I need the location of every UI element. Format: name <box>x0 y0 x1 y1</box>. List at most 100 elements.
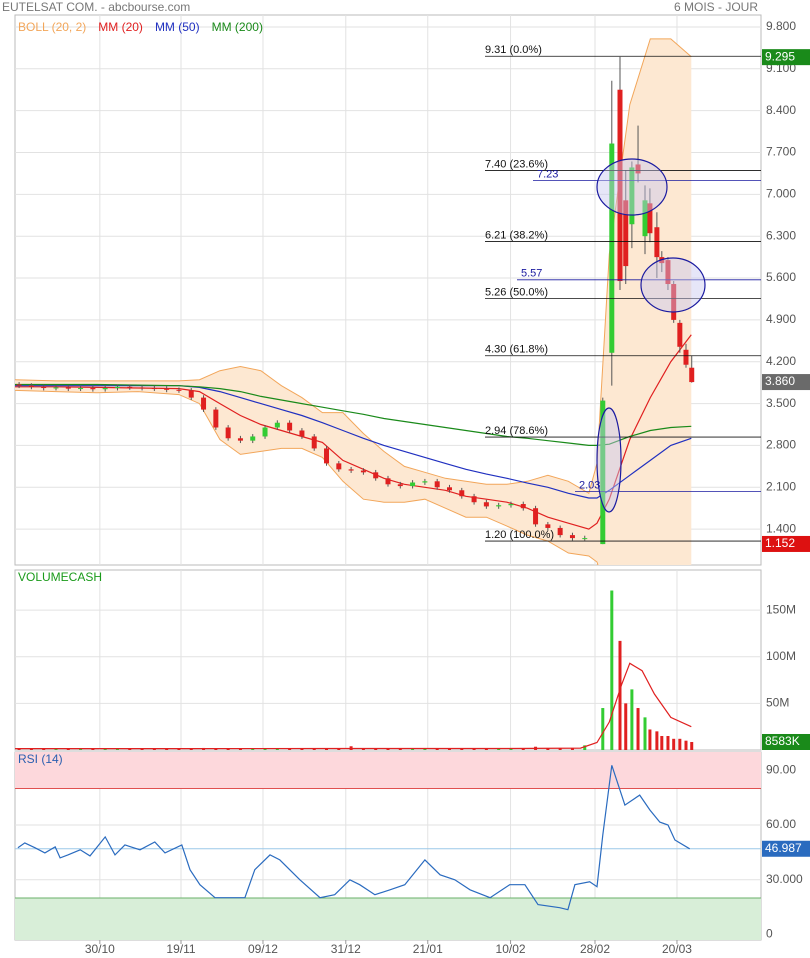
volume-bar <box>91 748 95 750</box>
y-tick-label: 6.300 <box>766 228 796 242</box>
level-label: 5.57 <box>521 268 542 280</box>
candle-body <box>90 388 96 390</box>
candle-body <box>28 385 34 387</box>
plot-area <box>15 752 761 940</box>
volume-bar <box>521 748 525 750</box>
annotations <box>596 158 706 513</box>
volume-bar <box>435 748 439 750</box>
volume-bar <box>546 748 550 750</box>
candle-body <box>459 490 465 497</box>
candle-body <box>422 481 428 483</box>
y-tick-label: 3.500 <box>766 396 796 410</box>
price-marker-label: 9.295 <box>765 49 795 63</box>
candle-body <box>533 508 539 525</box>
volume-bar <box>374 748 378 750</box>
volume-bar <box>643 717 647 750</box>
volume-bar <box>684 740 688 750</box>
volume-bar <box>484 748 488 750</box>
volume-bar <box>666 736 670 750</box>
candle-body <box>385 478 391 485</box>
volume-bar <box>558 748 562 750</box>
volume-bar <box>42 748 46 750</box>
legend-entry: MM (200) <box>212 20 263 34</box>
highlight-ellipse <box>640 257 706 313</box>
volume-bar <box>624 703 628 750</box>
volume-bar <box>678 738 682 750</box>
x-tick-label: 30/10 <box>85 942 115 956</box>
volume-bar <box>103 748 107 750</box>
volume-bar <box>251 748 255 750</box>
volume-bar <box>618 640 622 750</box>
volume-bar <box>423 748 427 750</box>
volume-panel <box>14 569 762 751</box>
volume-bar <box>361 748 365 750</box>
x-tick-label: 09/12 <box>248 942 278 956</box>
candle-body <box>434 481 440 488</box>
candle-body <box>446 487 452 491</box>
volume-bar <box>386 748 390 750</box>
candle-body <box>78 388 84 390</box>
volume-bar <box>29 748 33 750</box>
moving-average <box>15 334 692 530</box>
fib-label: 1.20 (100.0%) <box>485 529 554 541</box>
rsi-marker-label: 46.987 <box>765 841 802 855</box>
legend-entry: BOLL (20, 2) <box>18 20 86 34</box>
y-tick-label: 50M <box>766 696 789 710</box>
candle-body <box>139 387 145 389</box>
candle-body <box>213 409 219 428</box>
fib-label: 4.30 (61.8%) <box>485 344 548 356</box>
y-tick-label: 150M <box>766 602 796 616</box>
volume-bar <box>238 748 242 750</box>
band-fill <box>15 38 692 565</box>
level-label: 2.03 <box>579 479 600 491</box>
candle-body <box>287 422 293 431</box>
candle-body <box>324 448 330 464</box>
candle-body <box>582 538 588 540</box>
candle-body <box>496 505 502 507</box>
volume-marker-label: 8583K <box>765 734 800 748</box>
candle-body <box>262 427 268 437</box>
volume-bar <box>165 748 169 750</box>
volume-bar <box>300 748 304 750</box>
volume-bar <box>411 748 415 750</box>
y-tick-label: 90.00 <box>766 762 796 776</box>
rsi-line <box>17 765 691 911</box>
candle-body <box>225 427 231 439</box>
plot-area <box>15 570 761 750</box>
volume-average <box>15 662 692 750</box>
candle-body <box>635 164 641 174</box>
panel-title: RSI (14) <box>18 752 63 766</box>
band-lower <box>15 389 599 565</box>
volume-bar <box>226 748 230 750</box>
volume-bar <box>17 748 21 750</box>
volume-bar <box>672 738 676 750</box>
price-marker-label: 1.152 <box>765 536 795 550</box>
volume-bar <box>583 745 587 750</box>
plot-area <box>15 15 761 565</box>
candle-body <box>629 167 635 225</box>
volume-bar <box>660 736 664 750</box>
candle-body <box>557 527 563 536</box>
x-tick-label: 10/02 <box>496 942 526 956</box>
candle-body <box>151 388 157 390</box>
volume-bar <box>690 741 694 750</box>
candle-body <box>665 260 671 285</box>
fib-label: 7.40 (23.6%) <box>485 158 548 170</box>
y-tick-label: 4.900 <box>766 312 796 326</box>
volume-bar <box>610 590 614 750</box>
candle-body <box>647 203 653 234</box>
x-tick-label: 31/12 <box>331 942 361 956</box>
candle-body <box>410 482 416 487</box>
fib-label: 6.21 (38.2%) <box>485 229 548 241</box>
legend-entry: MM (20) <box>98 20 143 34</box>
volume-bar <box>177 748 181 750</box>
volume-bar <box>630 689 634 750</box>
candle-body <box>250 436 256 441</box>
legend-entry: MM (50) <box>155 20 200 34</box>
volume-bar <box>54 748 58 750</box>
volume-bar <box>648 729 652 750</box>
x-tick-label: 20/03 <box>662 942 692 956</box>
volume-marker <box>762 733 810 750</box>
candle-body <box>164 388 170 390</box>
candle-body <box>274 422 280 428</box>
